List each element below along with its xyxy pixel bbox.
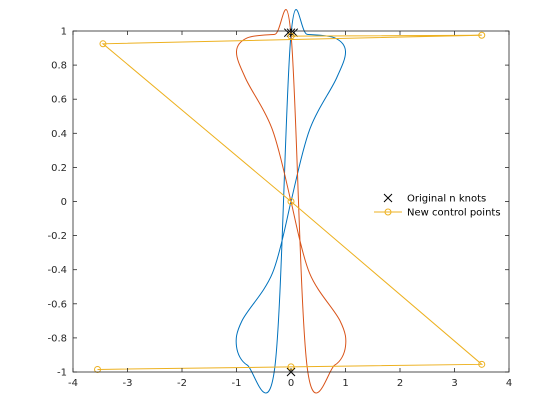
y-tick-label: -0.8 bbox=[47, 333, 67, 344]
x-tick-label: -4 bbox=[68, 378, 78, 389]
legend-marker bbox=[384, 208, 392, 216]
y-tick-label: -0.2 bbox=[47, 231, 67, 242]
data-point bbox=[99, 40, 107, 48]
legend-item-1: Original n knots bbox=[383, 193, 486, 205]
series-line bbox=[97, 34, 484, 370]
series-2 bbox=[94, 31, 486, 373]
data-point bbox=[478, 360, 486, 368]
x-tick-label: -3 bbox=[123, 378, 133, 389]
x-tick-label: 4 bbox=[506, 378, 512, 389]
y-tick-label: 0.8 bbox=[51, 61, 67, 72]
x-tick-label: 0 bbox=[288, 378, 294, 389]
legend: Original n knots New control points bbox=[374, 194, 501, 219]
x-tick-label: -2 bbox=[177, 378, 187, 389]
x-tick-label: 1 bbox=[342, 378, 348, 389]
y-tick-label: 0.4 bbox=[51, 129, 67, 140]
curve-2 bbox=[235, 9, 347, 394]
y-tick-label: -0.4 bbox=[47, 265, 67, 276]
legend-label: New control points bbox=[407, 208, 501, 219]
series-layer bbox=[94, 28, 486, 377]
legend-marker bbox=[383, 193, 393, 203]
legend-item-2: New control points bbox=[374, 208, 501, 219]
y-tick-label: 0.6 bbox=[51, 95, 67, 106]
x-tick-label: 3 bbox=[451, 378, 457, 389]
y-tick-label: -1 bbox=[57, 368, 67, 379]
y-tick-label: 1 bbox=[61, 27, 67, 38]
axes: -4 -3 -2 -1 0 1 2 3 4 1 0.8 0.6 0.4 0.2 0 -0.2 -0.4 -0.6 -… bbox=[47, 27, 512, 390]
y-tick-label: -0.6 bbox=[47, 299, 67, 310]
data-point bbox=[289, 28, 299, 38]
curves-layer bbox=[235, 9, 347, 394]
curve-1 bbox=[235, 9, 347, 394]
legend-label: Original n knots bbox=[407, 194, 486, 205]
x-tick-label: -1 bbox=[232, 378, 242, 389]
y-tick-label: 0.2 bbox=[51, 163, 67, 174]
data-point bbox=[478, 31, 486, 39]
y-tick-label: 0 bbox=[61, 197, 67, 208]
data-point bbox=[94, 365, 102, 373]
data-point bbox=[287, 198, 295, 205]
x-tick-label: 2 bbox=[397, 378, 403, 389]
